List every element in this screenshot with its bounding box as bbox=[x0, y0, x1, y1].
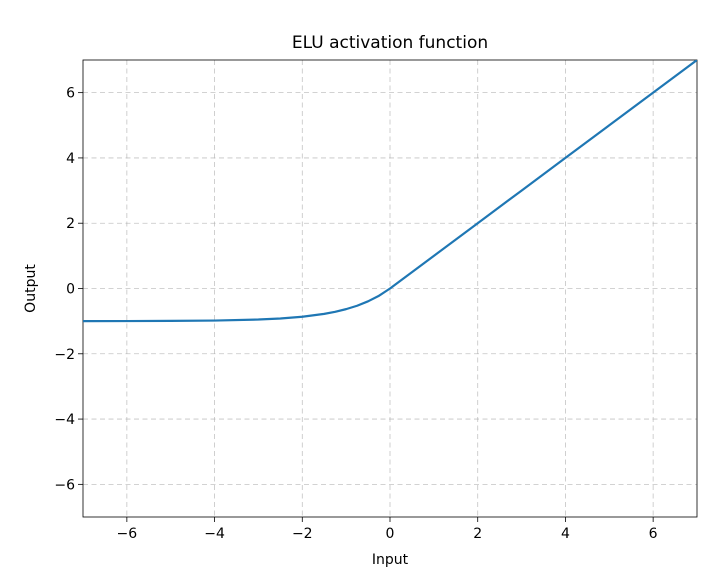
y-axis-label: Output bbox=[23, 264, 39, 313]
x-tick-label: −6 bbox=[117, 526, 138, 542]
y-tick-label: 4 bbox=[66, 151, 75, 167]
x-tick-label: −4 bbox=[204, 526, 225, 542]
x-axis-label: Input bbox=[372, 552, 409, 568]
y-tick-label: −6 bbox=[54, 477, 75, 493]
grid bbox=[83, 60, 697, 517]
x-tick-label: −2 bbox=[292, 526, 313, 542]
y-tick-label: 6 bbox=[66, 86, 75, 102]
y-tick-label: 2 bbox=[66, 216, 75, 232]
axis-ticks: −6 −4 −2 0 2 4 6 −6 −4 −2 0 2 4 6 bbox=[54, 86, 657, 542]
x-tick-label: 4 bbox=[561, 526, 570, 542]
y-tick-label: −4 bbox=[54, 412, 75, 428]
chart-title: ELU activation function bbox=[292, 33, 488, 53]
x-tick-label: 6 bbox=[649, 526, 658, 542]
x-tick-label: 2 bbox=[473, 526, 482, 542]
elu-series-line bbox=[83, 60, 697, 323]
y-tick-label: 0 bbox=[66, 282, 75, 298]
series-layer bbox=[83, 60, 697, 323]
y-tick-label: −2 bbox=[54, 347, 75, 363]
x-tick-label: 0 bbox=[386, 526, 395, 542]
